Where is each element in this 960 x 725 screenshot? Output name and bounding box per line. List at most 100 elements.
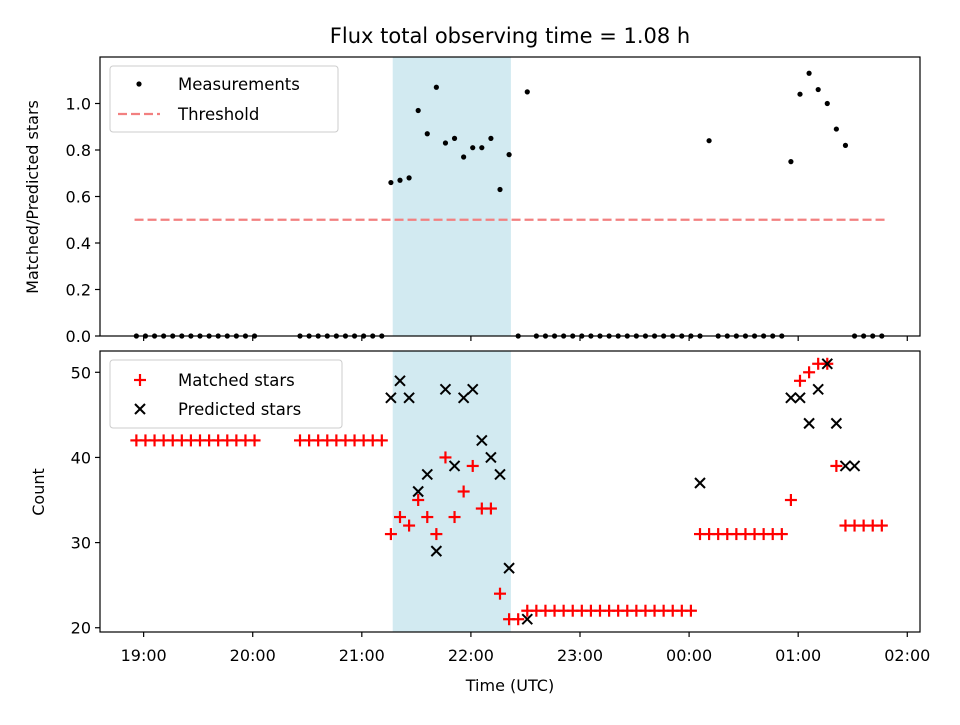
measurement-point — [842, 142, 849, 148]
matched-star-point — [494, 587, 506, 600]
predicted-star-point — [794, 392, 806, 404]
observing-window-span — [392, 57, 511, 336]
predicted-star-point — [430, 545, 443, 557]
bottom-ytick-label: 40 — [71, 448, 91, 467]
matched-star-point — [403, 519, 416, 532]
measurement-point — [488, 135, 494, 141]
predicted-star-point — [403, 392, 415, 404]
matched-legend-label: Matched stars — [178, 371, 295, 390]
measurement-point — [451, 135, 458, 141]
predicted-star-point — [412, 485, 424, 498]
bottom-axes-frame — [99, 350, 921, 633]
matched-star-point — [830, 459, 843, 472]
predicted-star-point — [803, 417, 815, 430]
predicted-star-point — [467, 383, 479, 396]
top-ytick-label: 0.6 — [66, 188, 91, 207]
predicted-star-point — [830, 417, 843, 430]
matched-star-point — [421, 511, 434, 524]
observing-window-span — [392, 351, 511, 632]
predicted-star-point — [394, 375, 406, 387]
xtick-label: 19:00 — [121, 646, 167, 665]
predicted-legend-label: Predicted stars — [178, 400, 301, 419]
bottom-ytick-label: 20 — [71, 619, 91, 638]
predicted-star-point — [385, 392, 397, 404]
matched-star-point — [394, 511, 406, 524]
matched-star-point — [430, 528, 443, 541]
measurement-point — [406, 175, 412, 181]
top-ytick-label: 0.0 — [66, 327, 91, 346]
bottom-legend: Matched stars Predicted stars — [109, 359, 343, 429]
predicted-star-point — [785, 392, 797, 404]
predicted-star-point — [503, 562, 515, 574]
measurement-point — [497, 186, 503, 193]
top-ylabel: Matched/Predicted stars — [23, 100, 42, 294]
top-ytick-label: 1.0 — [66, 95, 91, 114]
matched-star-point — [375, 434, 388, 447]
measurements-legend-label: Measurements — [178, 75, 300, 94]
measurement-point — [461, 154, 467, 160]
measurement-point — [815, 86, 821, 93]
matched-star-point — [466, 459, 479, 472]
top-axes-frame — [99, 56, 921, 337]
measurement-point — [833, 126, 839, 132]
xtick-label: 21:00 — [339, 646, 385, 665]
predicted-star-point — [494, 468, 506, 481]
measurement-point — [824, 100, 830, 107]
bottom-panel: 20 30 40 50 19:00 20:00 21:00 22:00 23:00 00:00 0… — [29, 350, 930, 695]
matched-star-point — [248, 434, 261, 447]
matched-star-point — [512, 613, 525, 626]
measurement-point — [442, 140, 449, 146]
measurement-point — [470, 145, 476, 151]
xtick-label: 20:00 — [230, 646, 276, 665]
measurement-point — [388, 179, 394, 186]
predicted-star-point — [448, 460, 461, 472]
matched-star-point — [803, 366, 816, 379]
matched-star-point — [775, 528, 788, 541]
predicted-star-point — [839, 460, 852, 472]
measurement-point — [788, 159, 794, 165]
predicted-star-point — [848, 460, 861, 472]
predicted-star-point — [812, 383, 824, 396]
bottom-ytick-label: 50 — [71, 363, 91, 382]
measurement-point — [506, 152, 512, 158]
matched-star-point — [439, 451, 452, 464]
xtick-label: 01:00 — [775, 646, 821, 665]
measurement-point — [797, 91, 803, 97]
xtick-label: 00:00 — [666, 646, 712, 665]
matched-star-point — [412, 494, 425, 507]
measurement-point — [433, 84, 439, 90]
threshold-legend-label: Threshold — [177, 105, 259, 124]
top-panel: 0.0 0.2 0.4 0.6 0.8 1.0 Matched/Predicted sta… — [23, 56, 921, 346]
top-legend: Measurements Threshold — [109, 65, 339, 133]
top-ytick-label: 0.2 — [66, 281, 91, 300]
matched-star-point — [484, 502, 497, 515]
matched-star-point — [384, 528, 397, 541]
matched-legend-marker — [134, 374, 146, 386]
xtick-label: 02:00 — [884, 646, 930, 665]
predicted-star-point — [457, 392, 470, 404]
measurement-point — [397, 177, 403, 183]
matched-star-point — [684, 604, 697, 617]
top-ytick-label: 0.8 — [66, 141, 91, 160]
matched-star-point — [875, 519, 888, 532]
bottom-ylabel: Count — [29, 468, 48, 516]
predicted-star-point — [476, 434, 488, 447]
matched-star-point — [457, 485, 470, 498]
predicted-star-point — [521, 613, 533, 625]
measurement-point — [806, 70, 812, 76]
bottom-legend-box — [109, 359, 343, 429]
matched-star-point — [448, 511, 461, 524]
predicted-legend-marker — [134, 403, 146, 415]
x-axis-label: Time (UTC) — [465, 676, 554, 695]
predicted-star-point — [421, 468, 433, 481]
measurement-point — [424, 131, 430, 137]
measurement-point — [706, 138, 712, 144]
top-ytick-label: 0.4 — [66, 234, 91, 253]
predicted-star-point — [694, 477, 706, 489]
xtick-label: 22:00 — [448, 646, 494, 665]
predicted-star-point — [439, 383, 452, 396]
xtick-label: 23:00 — [557, 646, 603, 665]
top-legend-box — [109, 65, 339, 133]
predicted-star-point — [821, 358, 833, 370]
